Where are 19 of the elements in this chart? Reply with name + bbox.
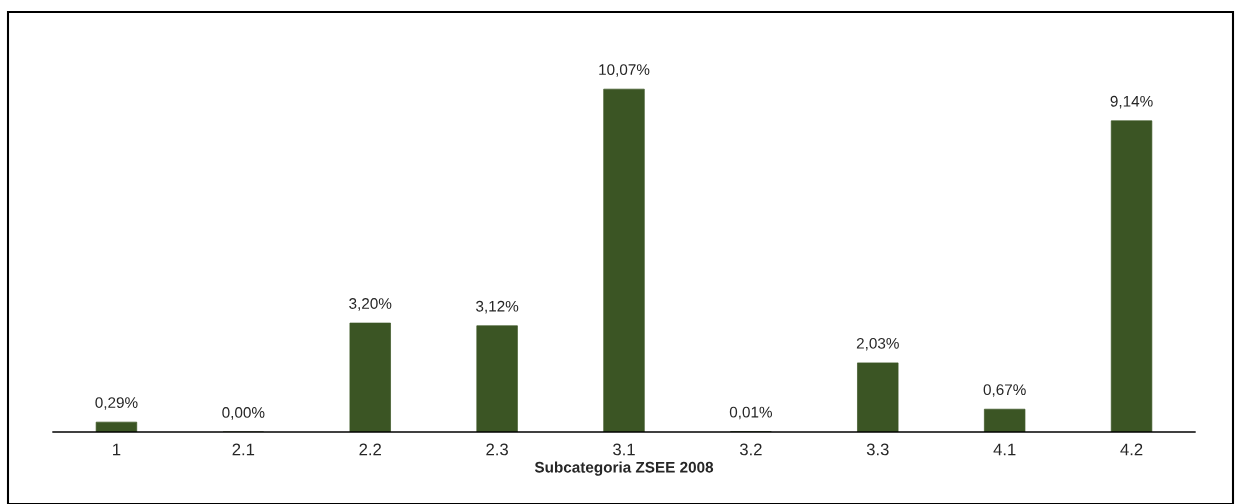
data-label: 9,14% — [1110, 95, 1153, 109]
x-tick-label: 4.2 — [1120, 443, 1143, 456]
data-label: 3,12% — [476, 300, 519, 314]
x-axis-title: Subcategoria ZSEE 2008 — [534, 461, 714, 476]
data-label: 0,29% — [95, 397, 138, 410]
data-label: 0,01% — [729, 406, 773, 420]
x-tick-label: 2.1 — [232, 443, 255, 456]
x-tick-label: 2.3 — [486, 443, 508, 456]
x-tick-label: 3.2 — [739, 443, 762, 456]
x-tick-label: 3.3 — [866, 443, 889, 456]
data-label: 2,03% — [856, 337, 899, 351]
data-label: 0,67% — [983, 384, 1026, 397]
data-label: 3,20% — [349, 298, 392, 311]
x-tick-label: 3.1 — [613, 443, 635, 456]
data-label: 0,00% — [222, 407, 265, 420]
x-tick-label: 1 — [113, 443, 121, 456]
data-label: 10,07% — [599, 64, 650, 77]
x-tick-label: 4.1 — [993, 443, 1016, 456]
x-tick-label: 2.2 — [359, 443, 381, 456]
